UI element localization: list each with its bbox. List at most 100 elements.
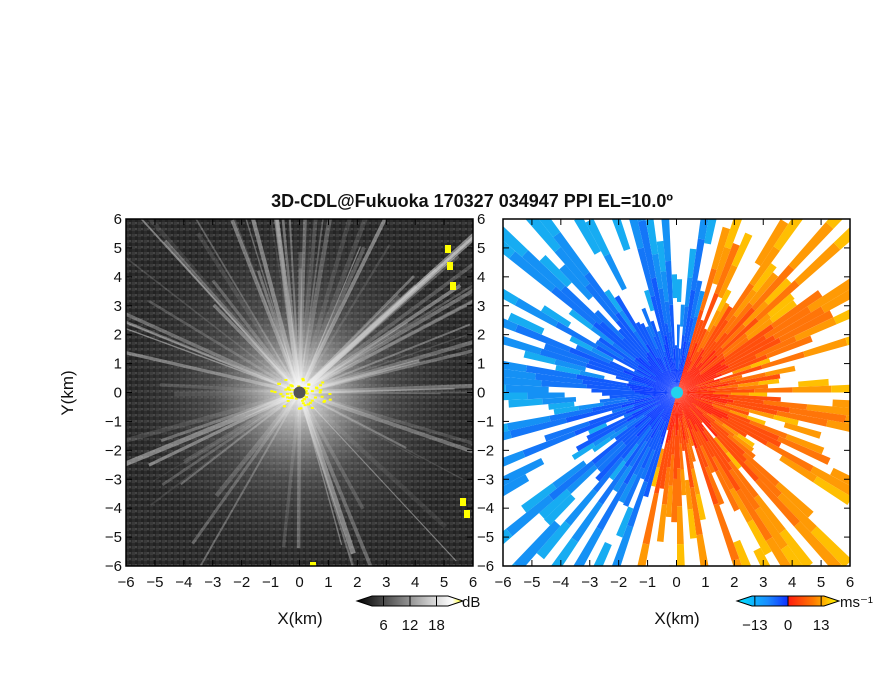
velocity-cell [677, 392, 690, 420]
velocity-cell [603, 399, 628, 406]
velocity-cell [621, 416, 651, 444]
velocity-cell [674, 345, 677, 369]
velocity-cell [595, 345, 638, 371]
velocity-cell [588, 406, 634, 426]
velocity-cell [666, 429, 674, 468]
y-tick-label-right: −1 [477, 413, 494, 430]
echo-cell [313, 396, 317, 399]
velocity-cell [677, 373, 717, 393]
velocity-cell [539, 348, 587, 368]
velocity-cell [706, 379, 737, 388]
echo-cell [319, 384, 323, 387]
velocity-cell [747, 519, 772, 556]
velocity-cell [727, 434, 756, 459]
velocity-cell [677, 372, 701, 393]
velocity-cell [691, 429, 709, 468]
velocity-cell [677, 392, 696, 426]
velocity-cell [592, 430, 616, 447]
velocity-cell [615, 375, 647, 386]
echo-cell [282, 405, 286, 408]
velocity-cell [763, 400, 808, 410]
velocity-cell [677, 342, 698, 393]
velocity-cell [503, 240, 516, 259]
velocity-cell [591, 426, 636, 465]
echo-cell [292, 389, 296, 392]
velocity-cell [575, 344, 611, 364]
velocity-cell [705, 466, 725, 506]
velocity-cell [672, 392, 677, 430]
velocity-cell [695, 493, 706, 521]
velocity-cell [665, 260, 674, 305]
velocity-cell [539, 255, 572, 288]
velocity-cell [651, 392, 677, 396]
velocity-cell [682, 306, 689, 336]
echo-cell [299, 407, 303, 410]
x-tick-label: 5 [817, 574, 825, 591]
x-tick-label: 1 [701, 574, 709, 591]
velocity-cell [664, 335, 677, 393]
velocity-cell [633, 446, 651, 476]
velocity-cell [618, 310, 637, 333]
velocity-cell [702, 430, 733, 472]
velocity-cell [677, 356, 703, 393]
echo-cell [288, 396, 292, 399]
velocity-cell [722, 333, 748, 355]
echo-cell [301, 379, 305, 382]
velocity-cell [677, 392, 730, 420]
echo-cell [289, 384, 293, 387]
velocity-cell [851, 249, 880, 286]
velocity-cell [658, 357, 677, 393]
velocity-cell [637, 247, 655, 297]
velocity-cell [728, 460, 759, 499]
velocity-cell [559, 264, 593, 301]
velocity-cell [746, 415, 766, 426]
velocity-cell [506, 415, 551, 431]
y-tick-label: 0 [114, 385, 122, 402]
velocity-cell [677, 392, 705, 432]
velocity-cell [626, 392, 677, 422]
y-tick-label: −3 [105, 471, 122, 488]
velocity-cell [553, 405, 579, 415]
velocity-cell [686, 427, 695, 447]
velocity-cell [629, 441, 648, 468]
velocity-cell [609, 360, 644, 378]
velocity-cell [677, 341, 687, 393]
velocity-cell [628, 381, 653, 389]
velocity-cell [554, 246, 590, 288]
velocity-cell [698, 346, 723, 371]
reflectivity-echoes [270, 245, 470, 566]
velocity-cell [641, 307, 656, 338]
velocity-cell [635, 357, 677, 393]
echo-cell [310, 390, 314, 393]
velocity-cell [720, 323, 746, 349]
velocity-cell [588, 359, 634, 379]
velocity-cell [704, 219, 717, 245]
velocity-cell [615, 312, 648, 354]
velocity-cell [677, 392, 729, 417]
velocity-cell [599, 397, 626, 403]
velocity-cell [769, 300, 797, 323]
echo-cell [322, 400, 326, 403]
radar-center-marker-left [293, 386, 306, 399]
velocity-cell [643, 444, 663, 498]
velocity-cell [699, 352, 724, 374]
velocity-cell [636, 368, 677, 393]
velocity-cell [657, 330, 666, 352]
velocity-cell [509, 417, 567, 439]
velocity-cell [585, 219, 610, 257]
velocity-cell [716, 289, 732, 312]
velocity-cell [737, 433, 755, 448]
velocity-cell [527, 392, 565, 400]
velocity-cell [662, 392, 677, 421]
velocity-cell [721, 417, 769, 446]
x-tick-label: −6 [117, 574, 134, 591]
velocity-cell [503, 392, 528, 401]
echo-cell [310, 399, 314, 402]
radar-center-marker-right [671, 386, 683, 399]
velocity-cell [664, 301, 672, 333]
velocity-cell [664, 323, 673, 359]
velocity-cell [645, 416, 663, 443]
velocity-cell [720, 396, 764, 405]
velocity-cell [785, 434, 825, 455]
velocity-cell [615, 319, 648, 358]
